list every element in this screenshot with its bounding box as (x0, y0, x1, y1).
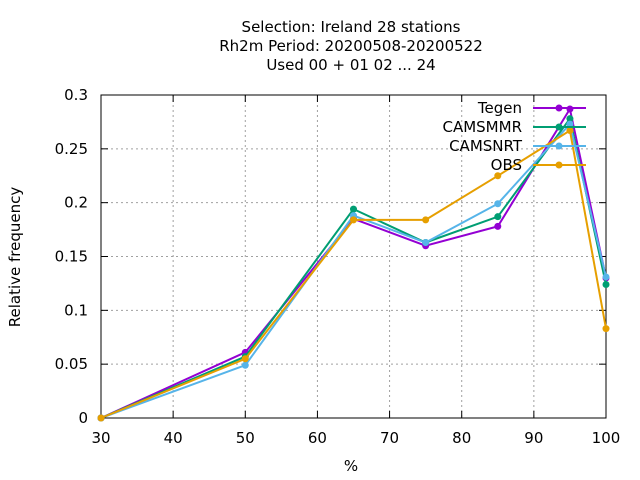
legend-marker (555, 161, 563, 169)
series-camsmmr (97, 115, 610, 422)
grid (101, 95, 606, 418)
title-line-3: Used 00 + 01 02 ... 24 (266, 56, 435, 74)
series-group (97, 105, 610, 422)
data-point (494, 222, 502, 230)
data-point (422, 216, 430, 224)
y-tick-label: 0 (78, 409, 88, 427)
y-tick-label: 0.3 (64, 86, 88, 104)
data-point (494, 200, 502, 208)
y-axis-label: Relative frequency (6, 187, 24, 328)
x-tick-label: 30 (91, 429, 110, 447)
series-line (100, 116, 607, 419)
legend-label: Tegen (477, 99, 522, 117)
y-tick-label: 0.1 (64, 301, 88, 319)
data-point (566, 127, 574, 135)
data-point (97, 414, 105, 422)
legend-item-camsnrt: CAMSNRT (449, 137, 586, 155)
legend-item-obs: OBS (491, 156, 586, 174)
series-line (100, 122, 607, 419)
data-point (566, 120, 574, 128)
y-tick-label: 0.05 (55, 355, 88, 373)
y-axis: 0 0.05 0.1 0.15 0.2 0.25 0.3 (55, 86, 606, 427)
legend-marker (555, 104, 563, 112)
x-tick-label: 50 (236, 429, 255, 447)
x-axis-label: % (344, 457, 358, 475)
data-point (602, 325, 610, 333)
data-point (350, 205, 357, 213)
legend-item-camsmmr: CAMSMMR (442, 118, 586, 136)
data-point (241, 355, 249, 363)
x-tick-label: 70 (380, 429, 399, 447)
data-point (494, 213, 502, 221)
data-point (241, 361, 249, 369)
data-point (602, 280, 610, 288)
y-tick-label: 0.2 (64, 194, 88, 212)
series-camsnrt (97, 120, 610, 422)
legend-label: CAMSNRT (449, 137, 523, 155)
y-tick-label: 0.15 (55, 248, 88, 266)
data-point (350, 216, 357, 224)
y-tick-label: 0.25 (55, 140, 88, 158)
series-obs (97, 127, 610, 422)
legend-label: CAMSMMR (442, 118, 522, 136)
x-tick-label: 40 (164, 429, 183, 447)
x-tick-label: 80 (452, 429, 471, 447)
x-tick-label: 60 (308, 429, 327, 447)
data-point (422, 239, 430, 247)
x-tick-label: 90 (524, 429, 543, 447)
legend-item-tegen: Tegen (477, 99, 586, 117)
legend-label: OBS (491, 156, 522, 174)
data-point (566, 115, 574, 123)
legend-marker (555, 123, 563, 131)
legend-marker (555, 142, 563, 150)
x-tick-label: 100 (592, 429, 621, 447)
chart-title: Selection: Ireland 28 stations Rh2m Peri… (219, 18, 483, 74)
x-axis: 30 40 50 60 70 80 90 100 (91, 95, 620, 447)
data-point (602, 273, 610, 281)
title-line-2: Rh2m Period: 20200508-20200522 (219, 37, 483, 55)
data-point (494, 172, 502, 180)
title-line-1: Selection: Ireland 28 stations (242, 18, 461, 36)
